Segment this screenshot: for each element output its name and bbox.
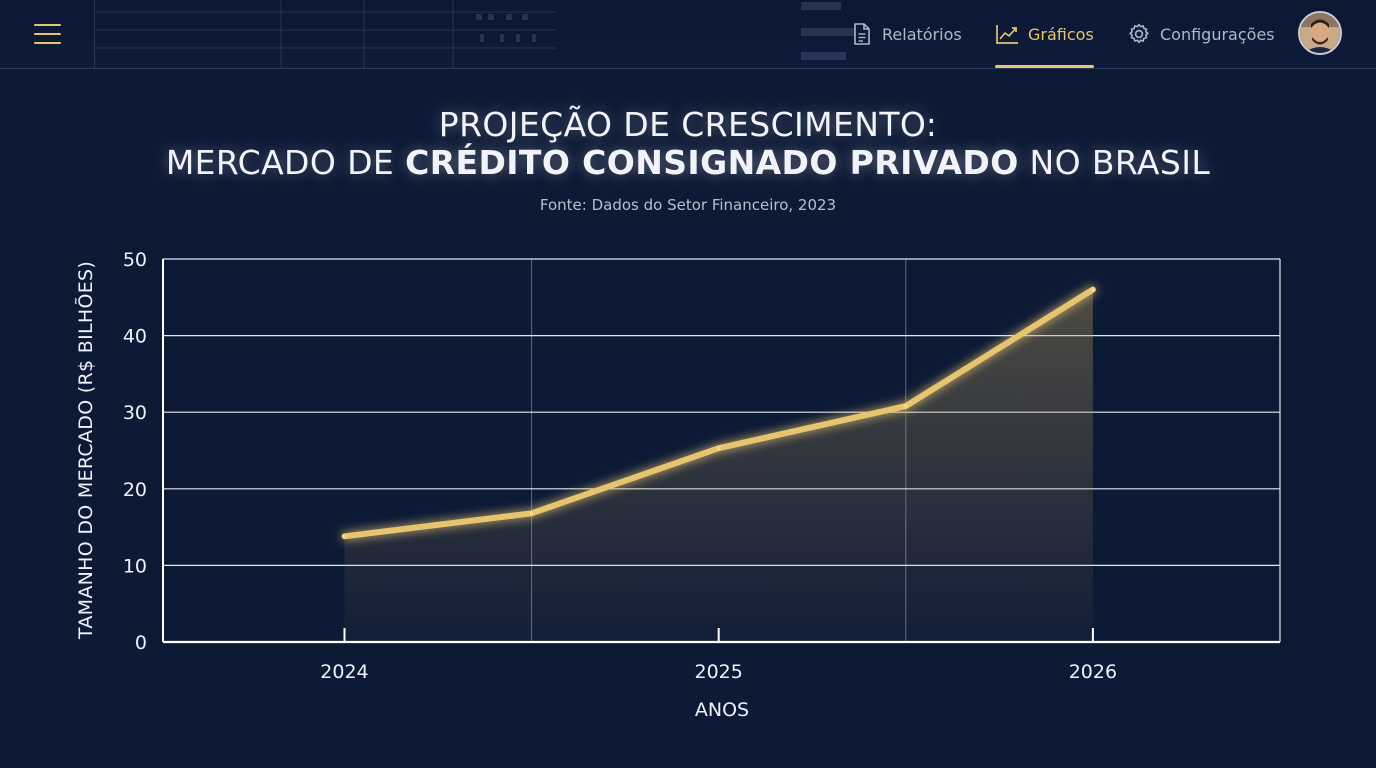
y-axis-label: TAMANHO DO MERCADO (R$ BILHÕES): [75, 260, 97, 640]
data-point: [529, 511, 534, 516]
y-tick-label: 50: [123, 249, 147, 271]
chart-title-line-2-pre: MERCADO DE: [165, 143, 406, 182]
nav-label-relatorios: Relatórios: [882, 24, 962, 44]
chart-title: PROJEÇÃO DE CRESCIMENTO: MERCADO DE CRÉD…: [0, 106, 1376, 182]
nav-item-relatorios[interactable]: Relatórios: [851, 0, 962, 68]
y-tick-label: 30: [123, 402, 147, 424]
top-navigation-bar: Relatórios Gráficos Configurações: [0, 0, 1376, 69]
divider: [94, 0, 95, 68]
y-tick-label: 10: [123, 555, 147, 577]
data-point: [1090, 287, 1095, 292]
background-data-pattern: [96, 0, 856, 68]
gear-icon: [1129, 23, 1149, 44]
x-tick-label: 2026: [1069, 661, 1117, 683]
hamburger-menu-icon[interactable]: [24, 12, 70, 56]
data-point: [716, 446, 721, 451]
chart-subtitle: Fonte: Dados do Setor Financeiro, 2023: [539, 196, 837, 214]
y-tick-label: 40: [123, 326, 147, 348]
document-icon: [854, 23, 870, 45]
data-point: [342, 534, 347, 539]
series-area-fill: [344, 289, 1093, 642]
chart-title-line-2: MERCADO DE CRÉDITO CONSIGNADO PRIVADO NO…: [0, 144, 1376, 182]
nav-label-configuracoes: Configurações: [1160, 24, 1275, 44]
chart-title-line-2-post: NO BRASIL: [1018, 143, 1211, 182]
x-axis-label: ANOS: [694, 699, 750, 721]
user-avatar[interactable]: [1298, 11, 1342, 55]
line-chart-icon: [996, 25, 1018, 44]
y-tick-label: 0: [135, 632, 147, 654]
x-tick-label: 2025: [695, 661, 743, 683]
chart-title-line-1: PROJEÇÃO DE CRESCIMENTO:: [438, 105, 938, 144]
nav-item-graficos[interactable]: Gráficos: [995, 0, 1094, 68]
chart-title-line-2-bold: CRÉDITO CONSIGNADO PRIVADO: [405, 143, 1019, 182]
x-tick-label: 2024: [320, 661, 368, 683]
y-tick-label: 20: [123, 479, 147, 501]
nav-item-configuracoes[interactable]: Configurações: [1127, 0, 1275, 68]
data-point: [903, 404, 908, 409]
nav-label-graficos: Gráficos: [1028, 24, 1094, 44]
